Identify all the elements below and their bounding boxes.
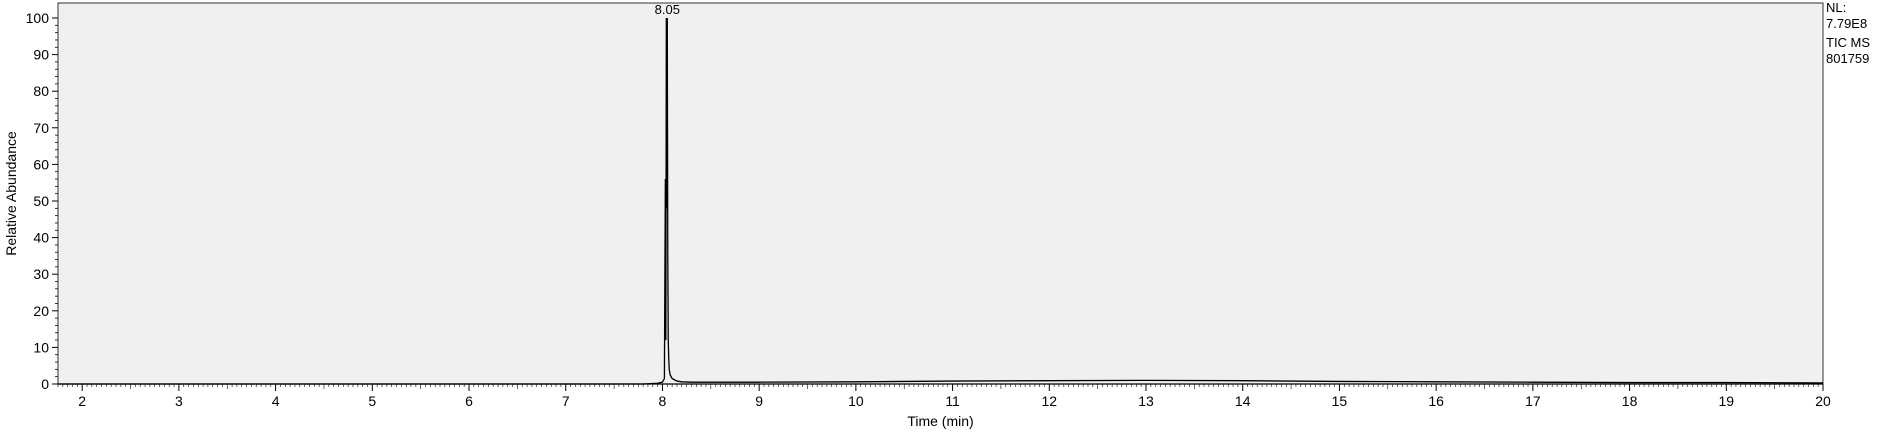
- x-tick-label: 3: [175, 393, 183, 409]
- y-tick-label: 100: [26, 10, 50, 26]
- y-axis-title: Relative Abundance: [3, 131, 19, 256]
- x-tick-label: 7: [562, 393, 570, 409]
- x-tick-label: 18: [1622, 393, 1638, 409]
- x-tick-label: 2: [78, 393, 86, 409]
- x-tick-label: 12: [1042, 393, 1058, 409]
- x-tick-label: 17: [1525, 393, 1541, 409]
- x-tick-label: 11: [945, 393, 960, 409]
- x-tick-label: 10: [848, 393, 864, 409]
- x-tick-label: 15: [1332, 393, 1348, 409]
- y-tick-label: 30: [33, 266, 49, 282]
- y-tick-label: 60: [33, 156, 49, 172]
- x-tick-label: 6: [465, 393, 473, 409]
- side-info-block: NL: 7.79E8 TIC MS 801759: [1826, 0, 1870, 66]
- side-info-nl-value: 7.79E8: [1826, 16, 1867, 31]
- x-tick-label: 14: [1235, 393, 1251, 409]
- x-tick-label: 13: [1138, 393, 1154, 409]
- y-tick-label: 50: [33, 193, 49, 209]
- x-tick-label: 9: [755, 393, 763, 409]
- x-axis-title: Time (min): [907, 413, 973, 429]
- x-tick-label: 16: [1428, 393, 1444, 409]
- plot-area: [57, 2, 1824, 385]
- y-axis-ticks: 0 10 20 30 40 50 60 70 80 90 100: [26, 10, 58, 392]
- x-tick-label: 5: [368, 393, 376, 409]
- y-tick-label: 10: [33, 339, 49, 355]
- y-tick-label: 20: [33, 303, 49, 319]
- y-tick-label: 90: [33, 47, 49, 63]
- x-tick-label: 19: [1718, 393, 1734, 409]
- peak-annotations: 8.05: [655, 2, 680, 17]
- y-tick-label: 40: [33, 230, 49, 246]
- peak-label: 8.05: [655, 2, 680, 17]
- x-tick-label: 8: [659, 393, 667, 409]
- x-tick-label: 4: [272, 393, 280, 409]
- side-info-sample-id: 801759: [1826, 51, 1869, 66]
- tic-trace: [58, 17, 1824, 385]
- y-tick-label: 0: [41, 376, 49, 392]
- y-tick-label: 70: [33, 120, 49, 136]
- side-info-scan-type: TIC MS: [1826, 35, 1870, 50]
- side-info-nl-label: NL:: [1826, 0, 1846, 15]
- x-axis-ticks: 2 3 4 5 6 7 8 9 10 11 12 13 14 15 16 17 18 19 20: [57, 383, 1831, 409]
- x-tick-label: 20: [1815, 393, 1831, 409]
- y-tick-label: 80: [33, 83, 49, 99]
